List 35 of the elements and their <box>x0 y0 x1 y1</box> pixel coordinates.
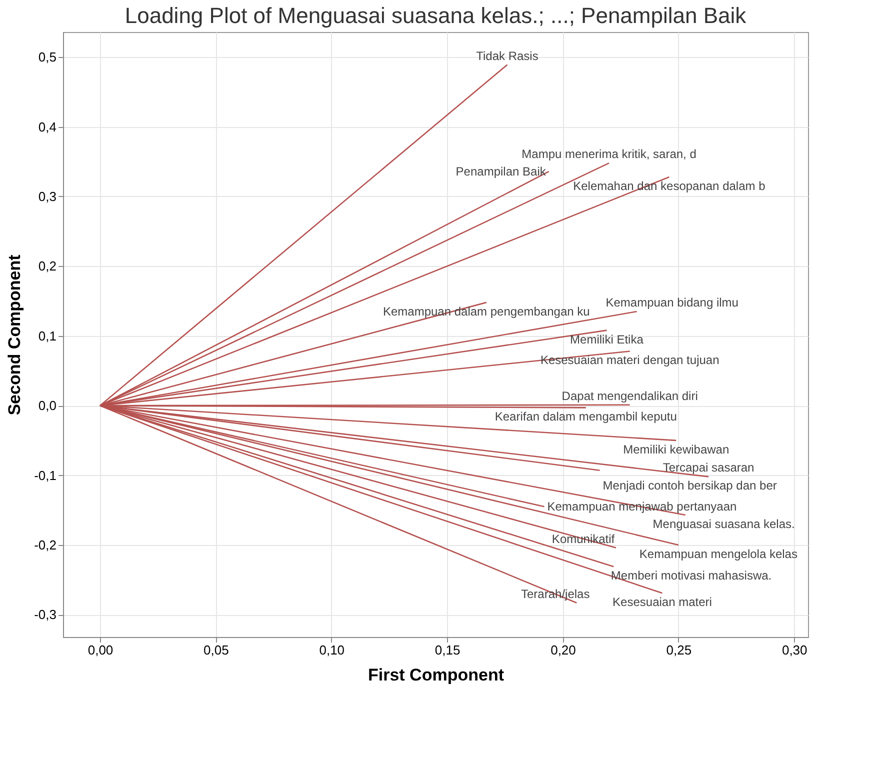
series-label: Kearifan dalam mengambil keputu <box>494 410 677 424</box>
x-tick-label: 0,05 <box>204 642 229 658</box>
y-axis-title: Second Component <box>5 254 24 416</box>
y-tick-label: 0,2 <box>38 258 56 274</box>
series-label: Kemampuan mengelola kelas <box>639 546 798 561</box>
x-tick-label: 0,25 <box>666 642 692 658</box>
y-tick-label: -0,1 <box>34 468 56 483</box>
series-label: Memiliki Etika <box>570 332 644 346</box>
series-label: Tercapai sasaran <box>662 460 754 475</box>
x-tick-label: 0,20 <box>550 642 576 658</box>
x-axis-title: First Component <box>368 666 504 684</box>
series-label: Dapat mengendalikan diri <box>562 388 698 403</box>
y-tick-label: 0,3 <box>38 188 56 204</box>
y-tick-label: 0,5 <box>38 50 56 65</box>
x-tick-label: 0,30 <box>782 642 808 658</box>
y-tick-label: -0,3 <box>34 607 56 622</box>
series-label: Tidak Rasis <box>476 48 538 63</box>
series-label: Penampilan Baik <box>456 164 547 178</box>
y-tick-label: 0,0 <box>38 398 56 414</box>
series-label: Menguasai suasana kelas. <box>652 517 795 532</box>
chart-title: Loading Plot of Menguasai suasana kelas.; ...; Penampilan Baik <box>124 3 748 28</box>
series-label: Kesesuaian materi dengan tujuan <box>540 353 720 368</box>
series-label: Kesesuaian materi <box>612 595 712 610</box>
series-label: Kemampuan dalam pengembangan ku <box>382 304 590 318</box>
series-label: Mampu menerima kritik, saran, d <box>522 147 696 162</box>
x-tick-label: 0,00 <box>88 642 114 658</box>
y-tick-label: 0,1 <box>38 328 56 344</box>
y-tick-label: 0,4 <box>38 119 56 134</box>
x-tick-label: 0,15 <box>434 642 460 658</box>
series-label: Menjadi contoh bersikap dan ber <box>602 478 777 492</box>
series-label: Kemampuan bidang ilmu <box>606 296 738 310</box>
series-label: Memiliki kewibawan <box>623 442 730 456</box>
x-tick-label: 0,10 <box>319 642 345 658</box>
y-tick-label: -0,2 <box>34 537 56 552</box>
series-label: Memberi motivasi mahasiswa. <box>610 568 772 583</box>
